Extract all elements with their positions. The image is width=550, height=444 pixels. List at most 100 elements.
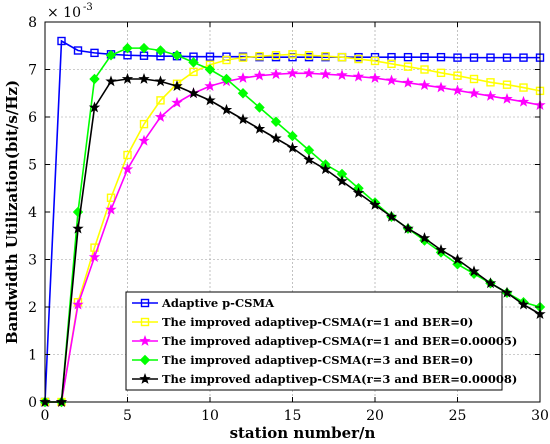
x-tick-label: 5 — [123, 408, 132, 424]
data-point — [402, 222, 414, 234]
data-point — [385, 74, 398, 86]
data-point — [352, 187, 365, 198]
series-3 — [39, 67, 546, 407]
data-point — [435, 81, 447, 93]
data-point — [90, 48, 99, 58]
x-axis-label: station number/n — [230, 424, 376, 442]
data-point — [138, 134, 150, 146]
legend-label: The improved adaptivep-CSMA(r=1 and BER=… — [162, 334, 517, 348]
data-point — [171, 96, 183, 108]
data-point — [72, 222, 84, 234]
data-point — [287, 130, 298, 142]
data-point — [105, 203, 117, 215]
data-point — [270, 116, 282, 127]
y-tick-label: 2 — [28, 300, 37, 316]
y-tick-label: 5 — [28, 158, 37, 174]
data-point — [88, 101, 101, 113]
data-point — [352, 70, 365, 82]
data-point — [221, 73, 232, 85]
data-point — [468, 87, 480, 99]
legend-marker — [140, 298, 150, 308]
data-point — [502, 53, 512, 62]
y-tick-label: 7 — [28, 63, 37, 79]
x-tick-label: 0 — [41, 408, 50, 424]
data-point — [105, 50, 117, 61]
y-tick-label: 3 — [28, 253, 37, 269]
data-point — [187, 87, 200, 99]
data-point — [336, 69, 348, 81]
data-point — [436, 52, 446, 62]
data-point — [501, 93, 513, 104]
data-point — [121, 163, 134, 175]
x-tick-label: 15 — [284, 408, 302, 424]
data-point — [254, 102, 265, 113]
data-point — [155, 45, 166, 56]
data-point — [420, 65, 429, 74]
data-point — [286, 67, 299, 79]
data-point — [237, 72, 249, 83]
data-point — [517, 298, 530, 310]
series-line — [45, 53, 541, 403]
legend-label: The improved adaptivep-CSMA(r=1 and BER=… — [162, 315, 473, 329]
series-layer — [39, 36, 546, 408]
data-point — [484, 277, 497, 289]
data-point — [469, 53, 479, 62]
data-point — [304, 51, 314, 60]
data-point — [519, 53, 528, 62]
data-point — [138, 73, 150, 84]
data-point — [138, 42, 150, 54]
data-point — [403, 52, 413, 62]
data-point — [403, 62, 413, 71]
legend: Adaptive p-CSMA The improved adaptivep-CS… — [125, 291, 517, 391]
data-point — [369, 198, 381, 210]
data-point — [453, 53, 462, 62]
data-point — [204, 64, 216, 75]
data-point — [204, 94, 216, 106]
data-point — [156, 96, 165, 105]
data-point — [468, 265, 480, 277]
data-point — [121, 73, 134, 84]
data-point — [502, 80, 512, 89]
data-point — [370, 56, 380, 66]
data-point — [154, 75, 167, 87]
legend-label: The improved adaptivep-CSMA(r=3 and BER=… — [162, 353, 473, 367]
data-point — [486, 53, 495, 62]
data-point — [303, 153, 315, 165]
data-point — [453, 71, 462, 80]
data-point — [253, 122, 266, 134]
legend-marker — [140, 317, 150, 327]
data-point — [139, 119, 149, 129]
data-point — [486, 78, 495, 87]
data-point — [270, 68, 282, 80]
data-point — [321, 52, 330, 61]
x-axis-ticks: 0 5 10 15 20 25 30 — [41, 22, 549, 424]
legend-marker — [139, 373, 151, 384]
y-tick-label: 0 — [28, 395, 37, 411]
data-point — [253, 69, 266, 81]
data-point — [303, 67, 315, 79]
data-point — [271, 51, 281, 60]
data-point — [517, 95, 530, 107]
data-point — [286, 141, 299, 153]
data-point — [387, 59, 396, 68]
data-point — [418, 79, 431, 90]
data-point — [188, 57, 199, 68]
data-point — [319, 68, 332, 80]
series-5 — [39, 73, 546, 407]
data-point — [420, 52, 429, 62]
legend-label: Adaptive p-CSMA — [161, 296, 275, 310]
legend-marker — [139, 354, 151, 366]
x-tick-label: 10 — [201, 408, 219, 424]
data-point — [469, 74, 479, 84]
data-point — [435, 244, 447, 255]
data-point — [451, 253, 464, 265]
data-point — [288, 50, 297, 59]
data-point — [122, 42, 133, 54]
data-point — [73, 46, 83, 55]
data-point — [336, 175, 348, 186]
data-point — [354, 54, 363, 64]
data-point — [238, 53, 248, 62]
data-point — [89, 73, 100, 85]
data-point — [319, 163, 332, 175]
